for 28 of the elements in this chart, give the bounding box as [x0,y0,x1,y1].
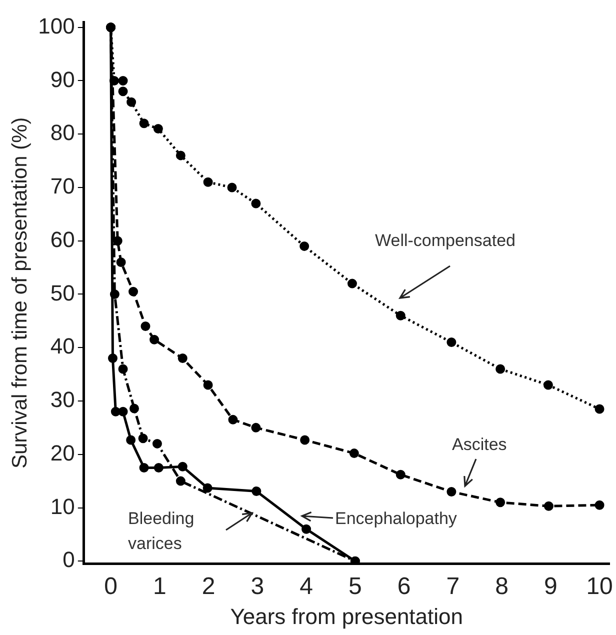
y-tick-label: 70 [50,174,75,199]
x-tick-label: 3 [250,572,264,600]
y-tick-label: 50 [50,280,75,306]
text: Ascites [452,434,507,456]
series-label: Bleeding varices [128,508,196,555]
y-tick-label: 80 [50,120,75,146]
x-tick-label: 6 [397,572,411,600]
y-tick-label: 100 [38,13,75,38]
x-axis-title: Years from presentation [230,604,463,629]
y-tick-label: 0 [62,547,75,572]
x-tick-label: 10 [586,572,613,600]
series-label: Encephalopathy [335,508,457,530]
x-tick-label: 4 [300,572,313,600]
x-tick-label: 7 [446,572,460,600]
y-tick-label: 10 [50,494,75,519]
x-tick-label: 8 [495,572,508,600]
y-tick-label: 60 [50,226,75,252]
y-tick-label: 30 [50,387,75,412]
x-tick-label: 1 [152,572,166,600]
y-tick-label: 20 [50,440,75,466]
x-tick-label: 5 [348,572,362,600]
y-tick-label: 40 [50,334,75,359]
text: Well-compensated [375,230,516,252]
y-tick-label: 90 [50,66,75,92]
y-axis-title: Survival from time of presentation (%) [8,117,32,469]
x-tick-label: 0 [104,572,118,600]
x-tick-label: 2 [202,572,216,600]
x-tick-label: 9 [544,572,558,600]
